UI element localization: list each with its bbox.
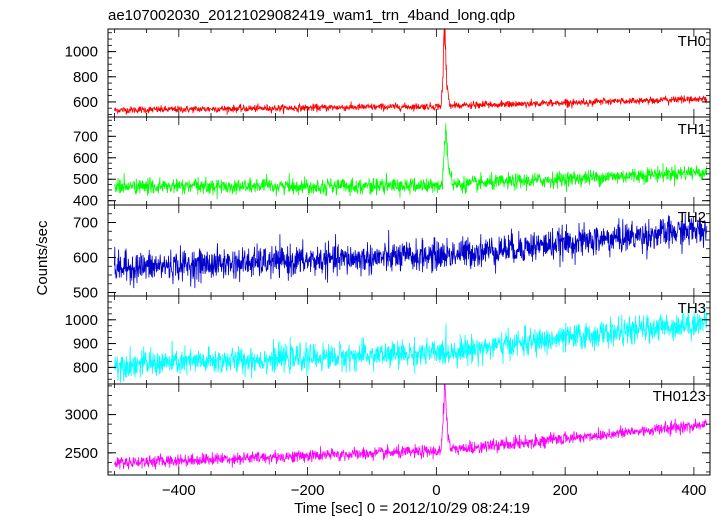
- panel-th0123: 2500 3000 TH0123: [65, 383, 711, 476]
- y-tick-label: 1000: [65, 44, 98, 61]
- y-tick-label: 3000: [65, 407, 98, 424]
- y-tick-label: 2500: [65, 445, 98, 462]
- panel-label: TH2: [678, 209, 706, 226]
- series-line-th2: [114, 213, 708, 289]
- series-line-th0123: [114, 384, 708, 470]
- panel-label: TH3: [678, 300, 706, 317]
- chart-panels: 600 800 1000 TH0 400 500 600 700 TH1 500 600 700 TH2…: [65, 28, 711, 476]
- chart-title: ae107002030_20121029082419_wam1_trn_4ban…: [108, 7, 515, 24]
- y-tick-label: 1000: [65, 312, 98, 329]
- x-tick-label: 400: [681, 482, 706, 499]
- y-tick-label: 900: [73, 336, 98, 353]
- panel-frame: [107, 383, 711, 476]
- y-tick-label: 700: [73, 215, 98, 232]
- y-tick-label: 600: [73, 150, 98, 167]
- series-line-th0: [114, 29, 708, 115]
- panel-frame: [107, 116, 711, 206]
- y-tick-label: 800: [73, 359, 98, 376]
- x-axis: −400 −200 0 200 400: [162, 482, 706, 499]
- x-axis-label: Time [sec] 0 = 2012/10/29 08:24:19: [294, 500, 530, 516]
- y-tick-label: 700: [73, 128, 98, 145]
- x-tick-label: −400: [162, 482, 196, 499]
- y-tick-label: 500: [73, 171, 98, 188]
- panel-label: TH1: [678, 121, 706, 138]
- panel-th3: 800 900 1000 TH3: [65, 295, 711, 385]
- x-tick-label: −200: [291, 482, 325, 499]
- panel-label: TH0123: [653, 388, 706, 405]
- panel-label: TH0: [678, 33, 706, 50]
- series-line-th3: [114, 306, 708, 383]
- y-tick-label: 400: [73, 193, 98, 210]
- y-tick-label: 600: [73, 250, 98, 267]
- panel-th1: 400 500 600 700 TH1: [73, 116, 711, 210]
- panel-th2: 500 600 700 TH2: [73, 204, 711, 302]
- y-tick-label: 500: [73, 285, 98, 302]
- panel-frame: [107, 28, 711, 118]
- x-tick-label: 0: [432, 482, 440, 499]
- x-tick-label: 200: [553, 482, 578, 499]
- series-line-th1: [114, 123, 708, 200]
- panel-th0: 600 800 1000 TH0: [65, 28, 711, 118]
- y-axis-label: Counts/sec: [34, 220, 51, 296]
- y-tick-label: 600: [73, 94, 98, 111]
- y-tick-label: 800: [73, 69, 98, 86]
